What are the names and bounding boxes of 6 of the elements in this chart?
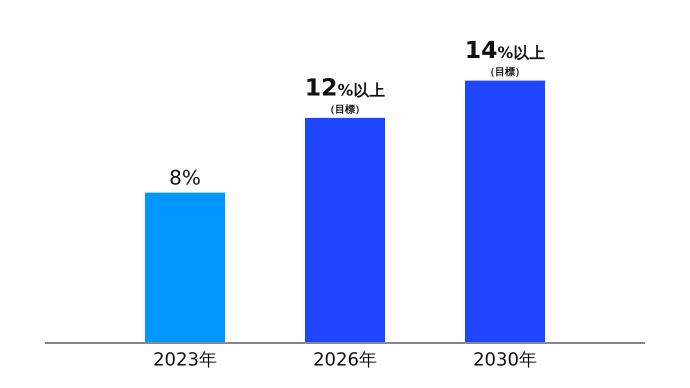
data-label: 8% — [169, 166, 201, 190]
x-tick-label: 2026年 — [313, 349, 377, 370]
x-tick-label: 2023年 — [153, 349, 217, 370]
x-tick-label: 2030年 — [473, 349, 537, 370]
data-label: 14%以上（目標） — [464, 36, 546, 78]
data-label: 12%以上（目標） — [304, 73, 386, 116]
